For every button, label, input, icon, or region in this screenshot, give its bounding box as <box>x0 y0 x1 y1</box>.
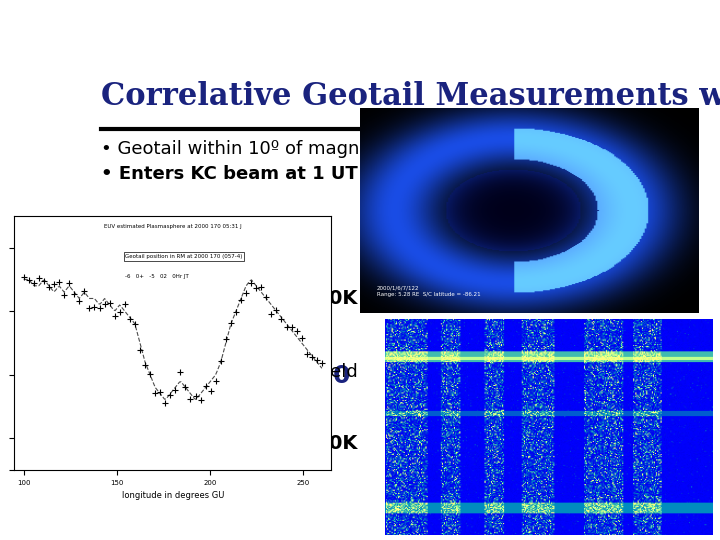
Text: • Geotail within 10º of magnetic equator 01-11UT: • Geotail within 10º of magnetic equator… <box>101 140 551 158</box>
Text: -6   0+   -5   02   0Hr JT: -6 0+ -5 02 0Hr JT <box>125 274 189 279</box>
Text: E Field: E Field <box>299 363 358 381</box>
Text: Geotail position in RM at 2000 170 (057-4): Geotail position in RM at 2000 170 (057-… <box>125 254 243 259</box>
Text: UT: UT <box>389 456 422 476</box>
X-axis label: longitude in degrees GU: longitude in degrees GU <box>122 491 224 500</box>
Text: EUV estimated Plasmasphere at 2000 170 05:31 J: EUV estimated Plasmasphere at 2000 170 0… <box>104 224 242 228</box>
Text: 800K: 800K <box>302 289 358 308</box>
Text: Correlative Geotail Measurements with EUV: Correlative Geotail Measurements with EU… <box>101 82 720 112</box>
Text: 100K: 100K <box>302 434 358 453</box>
Text: June 24, 2000: June 24, 2000 <box>157 364 351 388</box>
Text: 0000: 0000 <box>431 456 493 476</box>
Text: 0400: 0400 <box>593 456 654 476</box>
Text: 2000/1/6/7/122
Range: 5.28 RE  S/C latitude = -86.21: 2000/1/6/7/122 Range: 5.28 RE S/C latitu… <box>377 286 480 297</box>
Text: • Enters KC beam at 1 UT leaves at ~6 UT: • Enters KC beam at 1 UT leaves at ~6 UT <box>101 165 523 183</box>
